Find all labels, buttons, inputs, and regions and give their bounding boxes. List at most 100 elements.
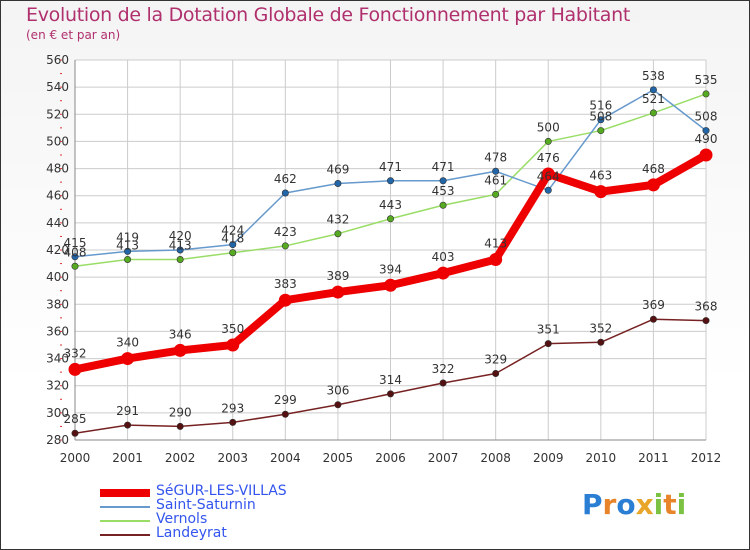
y-tick-label: 320: [46, 379, 69, 393]
data-label: 413: [484, 237, 507, 251]
data-label: 419: [116, 230, 139, 244]
data-label: 508: [695, 110, 718, 124]
data-point: [386, 390, 394, 398]
data-point: [489, 253, 503, 266]
data-point: [597, 127, 605, 135]
x-tick-label: 2000: [60, 451, 91, 465]
data-point: [386, 177, 394, 185]
data-point: [702, 127, 710, 135]
data-label: 332: [64, 346, 87, 360]
data-point: [646, 178, 660, 192]
data-label: 423: [274, 225, 297, 239]
data-point: [492, 190, 500, 198]
data-point: [386, 215, 394, 223]
data-label: 476: [537, 151, 560, 165]
data-label: 464: [537, 169, 560, 183]
data-point: [334, 401, 342, 409]
data-point: [68, 362, 82, 376]
x-tick-label: 2005: [323, 451, 354, 465]
data-point: [384, 278, 397, 292]
data-label: 322: [432, 362, 455, 376]
data-label: 415: [64, 236, 87, 250]
data-label: 413: [169, 239, 192, 253]
data-label: 468: [642, 162, 665, 176]
data-label: 340: [116, 336, 139, 350]
data-label: 413: [116, 239, 139, 253]
y-tick-label: 300: [46, 406, 69, 420]
x-tick-label: 2006: [375, 451, 406, 465]
data-label: 403: [432, 250, 455, 264]
data-label: 351: [537, 323, 560, 337]
data-label: 389: [326, 269, 349, 283]
chart-subtitle: (en € et par an): [26, 28, 121, 42]
y-tick-label: 520: [46, 107, 69, 121]
data-label: 383: [274, 277, 297, 291]
x-tick-label: 2008: [480, 451, 511, 465]
data-point: [649, 86, 657, 94]
data-point: [278, 293, 292, 307]
data-label: 369: [642, 298, 665, 312]
data-label: 290: [169, 405, 192, 419]
data-point: [702, 317, 710, 325]
data-point: [281, 242, 289, 250]
legend-swatch: [100, 520, 150, 522]
data-point: [226, 338, 240, 352]
y-tick-label: 280: [46, 433, 69, 447]
data-point: [544, 186, 552, 194]
data-point: [229, 418, 237, 426]
data-label: 471: [432, 160, 455, 174]
y-tick-label: 460: [46, 189, 69, 203]
x-tick-label: 2009: [533, 451, 564, 465]
data-label: 418: [221, 232, 244, 246]
data-point: [173, 343, 187, 357]
data-label: 516: [589, 99, 612, 113]
x-tick-label: 2003: [217, 451, 248, 465]
data-point: [594, 185, 608, 199]
data-label: 521: [642, 92, 665, 106]
data-label: 350: [221, 322, 244, 336]
y-tick-label: 440: [46, 216, 69, 230]
data-point: [71, 262, 79, 270]
data-label: 285: [64, 412, 87, 426]
data-label: 453: [432, 184, 455, 198]
legend-swatch: [100, 506, 150, 508]
data-label: 462: [274, 172, 297, 186]
data-point: [229, 249, 237, 257]
data-label: 490: [695, 132, 718, 146]
data-point: [331, 285, 345, 299]
data-point: [176, 246, 184, 254]
x-tick-label: 2010: [586, 451, 617, 465]
data-point: [597, 338, 605, 346]
data-label: 461: [484, 173, 507, 187]
data-point: [597, 116, 605, 124]
y-tick-label: 360: [46, 324, 69, 338]
data-label: 478: [484, 150, 507, 164]
data-label: 408: [64, 245, 87, 259]
data-label: 443: [379, 198, 402, 212]
y-tick-label: 340: [46, 352, 69, 366]
legend-label: SéGUR-LES-VILLAS: [156, 483, 287, 499]
data-point: [649, 109, 657, 117]
y-tick-label: 500: [46, 134, 69, 148]
data-point: [544, 137, 552, 145]
data-label: 291: [116, 404, 139, 418]
data-point: [124, 421, 132, 429]
data-point: [702, 90, 710, 98]
data-point: [544, 340, 552, 348]
data-label: 329: [484, 353, 507, 367]
x-tick-label: 2011: [638, 451, 669, 465]
legend-swatch: [100, 534, 150, 536]
x-tick-label: 2001: [112, 451, 143, 465]
y-tick-label: 560: [46, 53, 69, 67]
data-label: 299: [274, 393, 297, 407]
data-label: 535: [695, 73, 718, 87]
data-point: [176, 422, 184, 430]
data-point: [281, 189, 289, 197]
data-point: [124, 247, 132, 255]
data-point: [541, 167, 555, 181]
data-point: [176, 255, 184, 263]
x-tick-label: 2004: [270, 451, 301, 465]
data-point: [649, 315, 657, 323]
x-tick-label: 2002: [165, 451, 196, 465]
legend-label: Saint-Saturnin: [156, 497, 256, 513]
